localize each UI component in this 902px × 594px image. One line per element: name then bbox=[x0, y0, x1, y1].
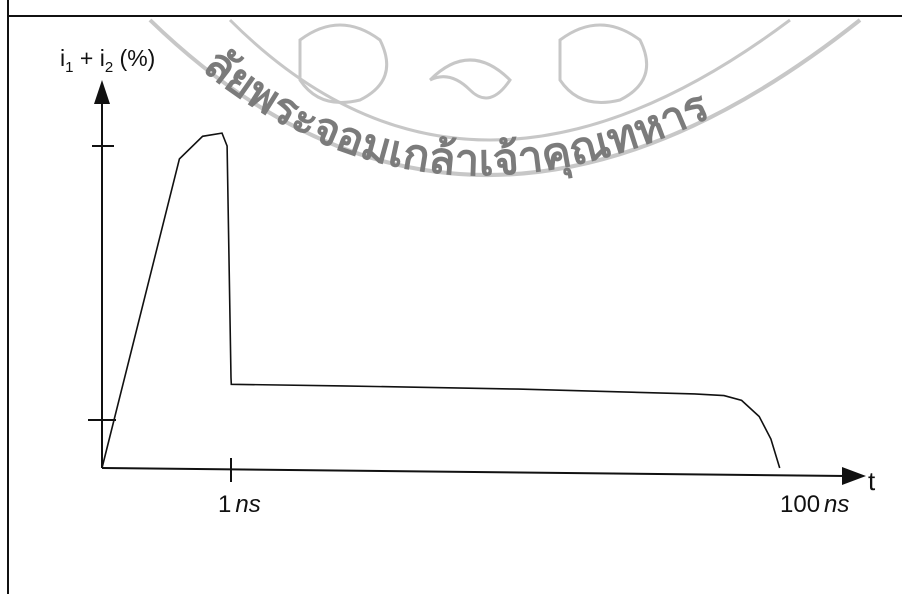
x-tick-label-1ns-number: 1 bbox=[218, 491, 231, 518]
y-axis-arrowhead bbox=[94, 80, 110, 104]
watermark-emblem-swirl bbox=[428, 58, 512, 100]
y-label-plus: + bbox=[73, 45, 99, 71]
x-axis bbox=[101, 467, 847, 477]
watermark-ring-outer bbox=[148, 18, 862, 177]
series-current-curve bbox=[101, 132, 781, 469]
x-tick-label-1ns: 1 ns bbox=[218, 491, 261, 518]
y-label-unit: (%) bbox=[113, 45, 155, 71]
x-tick-label-1ns-unit: ns bbox=[235, 491, 260, 518]
y-label-base2: i bbox=[100, 45, 105, 71]
x-axis-label: t bbox=[868, 466, 876, 496]
y-axis-label: i1 + i2 (%) bbox=[60, 45, 155, 76]
x-tick-label-100ns-number: 100 bbox=[780, 491, 820, 518]
y-label-sub1: 1 bbox=[65, 59, 73, 76]
x-tick-label-100ns-unit: ns bbox=[824, 491, 849, 518]
watermark-emblem-left bbox=[298, 23, 389, 104]
x-axis-arrowhead bbox=[842, 467, 866, 485]
x-tick-label-100ns: 100 ns bbox=[780, 491, 849, 518]
y-label-base1: i bbox=[60, 45, 65, 71]
watermark-emblem-right bbox=[558, 23, 649, 104]
watermark-seal: ลัยพระจอมเกล้าเจ้าคุณทหาร bbox=[148, 18, 862, 186]
y-label-sub2: 2 bbox=[105, 59, 113, 76]
